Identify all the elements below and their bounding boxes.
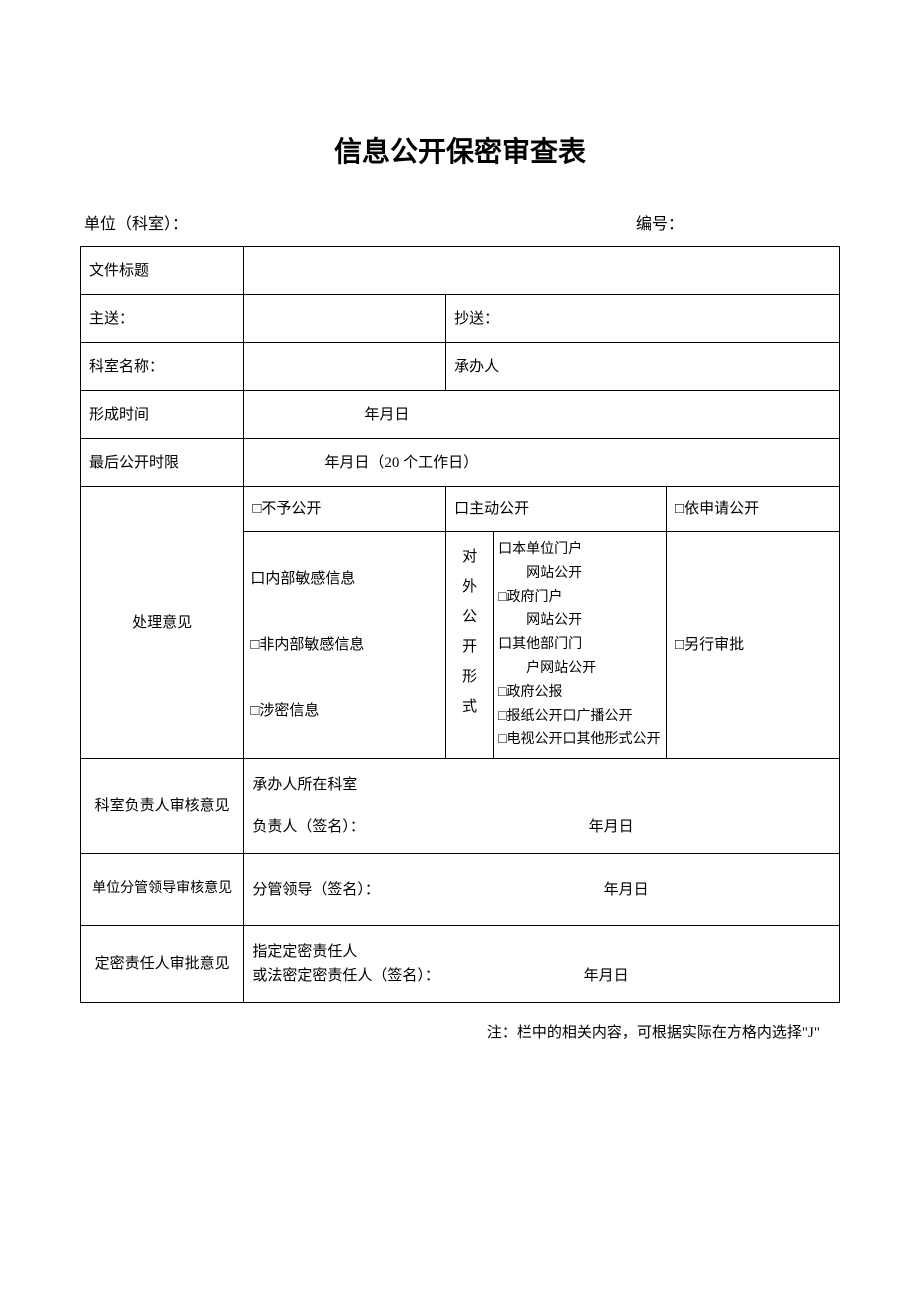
cc-label: 抄送： — [446, 295, 840, 343]
form-header: 单位（科室）： 编号： — [80, 210, 840, 234]
main-send-value[interactable] — [244, 295, 446, 343]
dept-head-review-label: 科室负责人审核意见 — [81, 759, 244, 854]
leader-signature-area[interactable]: 分管领导（签名）： 年月日 — [244, 854, 840, 926]
main-send-label: 主送： — [81, 295, 244, 343]
ext-newspaper[interactable]: □报纸公开口广播公开 — [498, 705, 662, 729]
ext-gov-portal-2: 网站公开 — [498, 609, 662, 633]
confidential-signature-area[interactable]: 指定定密责任人 或法密定密责任人（签名）： 年月日 — [244, 926, 840, 1003]
external-form-options[interactable]: 口本单位门户 网站公开 □政府门户 网站公开 口其他部门门 户网站公开 □政府公… — [494, 532, 667, 759]
dept-name-label: 科室名称： — [81, 343, 244, 391]
opinion-label: 处理意见 — [81, 487, 244, 759]
opt-by-request[interactable]: □依申请公开 — [667, 487, 840, 532]
leader-date: 年月日 — [604, 878, 649, 902]
review-form-table: 文件标题 主送： 抄送： 科室名称： 承办人 形成时间 年月日 最后公开时限 年… — [80, 246, 840, 1003]
confidential-review-label: 定密责任人审批意见 — [81, 926, 244, 1003]
dept-head-date: 年月日 — [589, 815, 634, 839]
dept-head-line1: 承办人所在科室 — [252, 773, 833, 797]
ext-unit-portal-1[interactable]: 口本单位门户 — [498, 538, 662, 562]
file-title-label: 文件标题 — [81, 247, 244, 295]
footnote: 注：栏中的相关内容，可根据实际在方格内选择"J" — [80, 1021, 840, 1042]
dept-head-sig-label: 负责人（签名）： — [252, 819, 365, 835]
ext-tv[interactable]: □电视公开口其他形式公开 — [498, 728, 662, 752]
handler-label: 承办人 — [446, 343, 840, 391]
ext-other-dept-1[interactable]: 口其他部门门 — [498, 633, 662, 657]
confidential-sig-label: 或法密定密责任人（签名）： — [252, 968, 440, 984]
unit-label: 单位（科室）： — [84, 210, 636, 234]
create-time-label: 形成时间 — [81, 391, 244, 439]
ext-gov-gazette[interactable]: □政府公报 — [498, 681, 662, 705]
leader-sig-label: 分管领导（签名）： — [252, 882, 380, 898]
opt-classified[interactable]: □涉密信息 — [250, 695, 439, 728]
ext-other-dept-2: 户网站公开 — [498, 657, 662, 681]
serial-label: 编号： — [636, 210, 836, 234]
sensitivity-options[interactable]: 口内部敏感信息 □非内部敏感信息 □涉密信息 — [244, 532, 446, 759]
ext-gov-portal-1[interactable]: □政府门户 — [498, 586, 662, 610]
confidential-date: 年月日 — [584, 968, 629, 984]
ext-unit-portal-2: 网站公开 — [498, 562, 662, 586]
opt-other-approval[interactable]: □另行审批 — [667, 532, 840, 759]
deadline-label: 最后公开时限 — [81, 439, 244, 487]
opt-internal-sensitive[interactable]: 口内部敏感信息 — [250, 563, 439, 596]
dept-head-signature-area[interactable]: 承办人所在科室 负责人（签名）： 年月日 — [244, 759, 840, 854]
confidential-line1: 指定定密责任人 — [252, 940, 833, 964]
external-form-label: 对外公开形式 — [446, 532, 494, 759]
dept-name-value[interactable] — [244, 343, 446, 391]
opt-not-internal-sensitive[interactable]: □非内部敏感信息 — [250, 629, 439, 662]
create-time-value: 年月日 — [244, 391, 840, 439]
file-title-value[interactable] — [244, 247, 840, 295]
opt-no-public[interactable]: □不予公开 — [244, 487, 446, 532]
deadline-value: 年月日（20 个工作日） — [244, 439, 840, 487]
page-title: 信息公开保密审查表 — [80, 130, 840, 170]
leader-review-label: 单位分管领导审核意见 — [81, 854, 244, 926]
opt-active-public[interactable]: 口主动公开 — [446, 487, 667, 532]
